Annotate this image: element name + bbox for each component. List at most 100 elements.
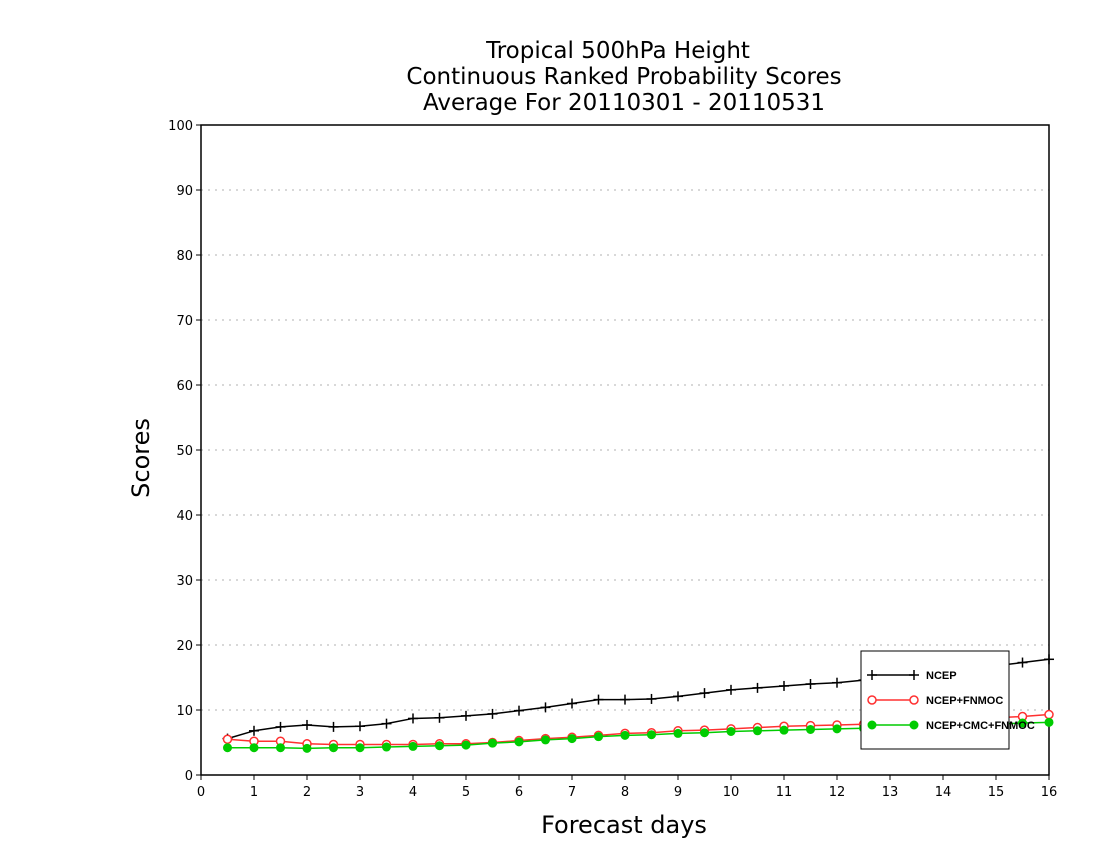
data-point xyxy=(408,713,418,724)
y-tick-label: 90 xyxy=(176,184,193,199)
chart-title-line-1: Tropical 500hPa Height xyxy=(485,38,750,64)
data-point xyxy=(1044,717,1054,727)
legend: NCEP NCEP+FNMOC NCEP+CMC+FNMOC xyxy=(860,650,1035,750)
legend-marker xyxy=(867,720,877,730)
data-point xyxy=(620,730,630,740)
x-tick-label: 7 xyxy=(568,785,576,800)
legend-entry: NCEP+FNMOC xyxy=(867,695,1003,707)
y-tick-label: 60 xyxy=(176,379,193,394)
x-tick-label: 3 xyxy=(356,785,364,800)
data-point xyxy=(514,737,524,747)
legend-label: NCEP+CMC+FNMOC xyxy=(926,720,1035,732)
data-point xyxy=(647,730,656,740)
data-point xyxy=(646,693,657,704)
data-point xyxy=(673,728,683,738)
legend-marker xyxy=(909,670,919,680)
data-point xyxy=(1044,709,1054,720)
x-tick-label: 4 xyxy=(409,785,417,800)
data-point xyxy=(275,721,286,732)
data-point xyxy=(567,698,577,709)
data-point xyxy=(461,710,471,721)
chart-title: Tropical 500hPa Height Continuous Ranked… xyxy=(406,38,841,116)
x-tick-label: 9 xyxy=(674,785,682,800)
data-point xyxy=(408,741,418,751)
data-point xyxy=(832,677,842,688)
y-tick-label: 0 xyxy=(185,769,193,784)
data-point xyxy=(276,743,285,753)
y-tick-label: 70 xyxy=(176,314,193,329)
y-tick-label: 20 xyxy=(176,639,193,654)
data-point xyxy=(382,742,391,752)
y-tick-label: 50 xyxy=(176,444,193,459)
data-point xyxy=(779,725,789,735)
data-point xyxy=(435,741,444,751)
chart-title-line-3: Average For 20110301 - 20110531 xyxy=(423,90,825,116)
data-point xyxy=(541,735,550,745)
data-point xyxy=(779,680,789,691)
legend-marker xyxy=(867,670,877,680)
x-tick-label: 11 xyxy=(776,785,793,800)
x-tick-label: 1 xyxy=(250,785,258,800)
data-point xyxy=(620,694,630,705)
data-point xyxy=(832,724,842,734)
data-point xyxy=(673,691,683,702)
data-point xyxy=(752,682,763,693)
data-point xyxy=(355,743,365,753)
data-point xyxy=(487,708,498,719)
data-point xyxy=(328,721,339,732)
legend-label: NCEP xyxy=(926,670,957,682)
legend-marker xyxy=(909,695,919,705)
x-tick-label: 15 xyxy=(988,785,1005,800)
data-point xyxy=(805,679,816,689)
x-tick-label: 14 xyxy=(935,785,952,800)
data-point xyxy=(726,726,736,736)
data-point xyxy=(302,743,312,753)
data-point xyxy=(488,738,497,748)
data-point xyxy=(355,721,365,732)
chart-title-line-2: Continuous Ranked Probability Scores xyxy=(406,64,841,90)
x-tick-label: 10 xyxy=(723,785,740,800)
y-axis-title: Scores xyxy=(127,418,155,498)
data-point xyxy=(223,743,232,753)
data-point xyxy=(806,725,815,734)
data-point xyxy=(593,694,604,705)
data-point xyxy=(1044,654,1054,665)
data-point xyxy=(753,726,762,736)
legend-marker xyxy=(909,720,919,730)
y-tick-label: 10 xyxy=(176,704,193,719)
data-point xyxy=(434,712,445,723)
data-point xyxy=(540,702,551,713)
legend-entry: NCEP xyxy=(867,670,957,682)
data-point xyxy=(594,732,603,742)
x-tick-label: 6 xyxy=(515,785,523,800)
x-axis-title: Forecast days xyxy=(541,811,707,839)
data-point xyxy=(329,743,338,753)
legend-entry: NCEP+CMC+FNMOC xyxy=(867,720,1035,732)
data-point xyxy=(699,688,710,699)
data-point xyxy=(249,743,259,753)
data-point xyxy=(1017,657,1028,668)
y-tick-label: 100 xyxy=(168,119,193,134)
y-tick-label: 40 xyxy=(176,509,193,524)
x-tick-label: 2 xyxy=(303,785,311,800)
legend-marker xyxy=(867,695,877,705)
y-tick-label: 30 xyxy=(176,574,193,589)
data-point xyxy=(726,684,736,695)
data-point xyxy=(567,734,577,744)
data-point xyxy=(514,705,524,716)
y-tick-label: 80 xyxy=(176,249,193,264)
data-point xyxy=(222,734,233,744)
gridlines xyxy=(201,189,1049,711)
data-point xyxy=(249,725,259,736)
x-tick-label: 16 xyxy=(1041,785,1058,800)
legend-label: NCEP+FNMOC xyxy=(926,695,1003,707)
data-point xyxy=(381,718,392,729)
x-tick-label: 12 xyxy=(829,785,846,800)
data-point xyxy=(1018,718,1027,728)
x-tick-label: 5 xyxy=(462,785,470,800)
data-point xyxy=(700,728,709,738)
x-tick-label: 0 xyxy=(197,785,205,800)
data-point xyxy=(461,740,471,750)
